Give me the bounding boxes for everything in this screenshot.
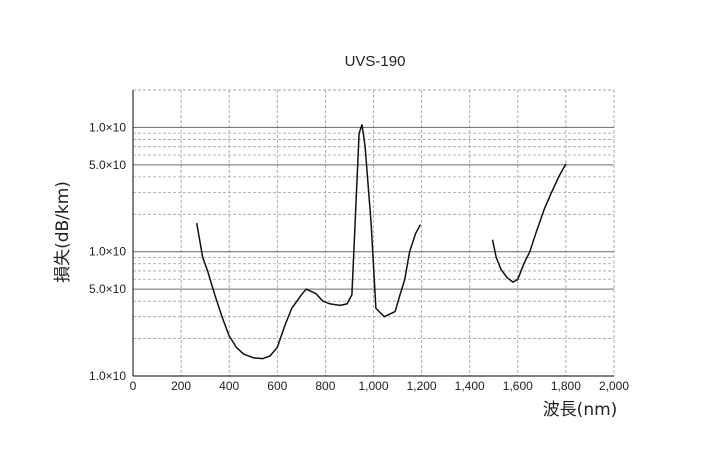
y-tick-label: 1.0×10 bbox=[89, 120, 126, 134]
x-tick-label: 1,200 bbox=[407, 379, 437, 393]
loss-series-line bbox=[491, 163, 567, 283]
x-tick-label: 1,000 bbox=[358, 379, 388, 393]
y-axis-label: 損失(dB/km) bbox=[53, 181, 73, 283]
x-axis-label: 波長(nm) bbox=[543, 400, 618, 420]
x-tick-label: 800 bbox=[315, 379, 335, 393]
loss-series-line bbox=[195, 124, 422, 360]
y-tick-label: 5.0×10 bbox=[89, 282, 126, 296]
y-tick-label: 1.0×10 bbox=[89, 245, 126, 259]
x-axis-ticks: 0 200 400 600 800 1,000 1,200 1,400 1,600 1,800 2,… bbox=[130, 379, 630, 393]
x-tick-label: 0 bbox=[130, 379, 137, 393]
grid bbox=[132, 89, 615, 377]
x-tick-label: 2,000 bbox=[599, 379, 629, 393]
series-lines bbox=[195, 124, 567, 360]
chart-title: UVS-190 bbox=[345, 53, 406, 70]
x-tick-label: 600 bbox=[267, 379, 287, 393]
y-tick-label: 1.0×10 bbox=[89, 369, 126, 383]
x-tick-label: 1,600 bbox=[503, 379, 533, 393]
y-tick-label: 5.0×10 bbox=[89, 158, 126, 172]
x-tick-label: 1,800 bbox=[551, 379, 581, 393]
x-tick-label: 1,400 bbox=[455, 379, 485, 393]
x-tick-label: 200 bbox=[171, 379, 191, 393]
x-tick-label: 400 bbox=[219, 379, 239, 393]
y-axis-ticks: 1.0×10 5.0×10 1.0×10 5.0×10 1.0×10 bbox=[89, 120, 126, 383]
